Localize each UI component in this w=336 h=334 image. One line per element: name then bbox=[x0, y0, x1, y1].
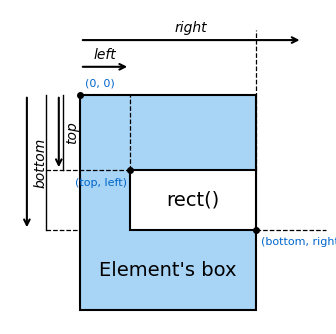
Text: rect(): rect() bbox=[166, 191, 220, 209]
Bar bbox=[80, 95, 256, 310]
Text: left: left bbox=[94, 48, 116, 62]
Text: (top, left): (top, left) bbox=[75, 178, 127, 188]
Text: Element's box: Element's box bbox=[99, 261, 237, 280]
Text: bottom: bottom bbox=[34, 137, 48, 188]
Text: right: right bbox=[175, 21, 208, 35]
Text: top: top bbox=[66, 121, 80, 144]
Text: (bottom, right): (bottom, right) bbox=[261, 237, 336, 247]
Bar bbox=[130, 170, 256, 230]
Text: (0, 0): (0, 0) bbox=[85, 78, 115, 88]
